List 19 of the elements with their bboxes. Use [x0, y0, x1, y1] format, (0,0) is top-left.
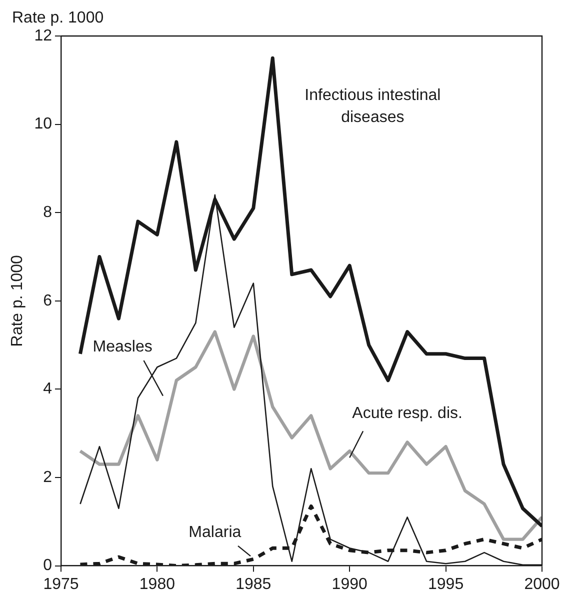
- series-label: Malaria: [188, 524, 242, 542]
- text: Rate p. 1000: [12, 9, 104, 26]
- x-tick-label: 1975: [43, 576, 79, 593]
- x-tick-label: 1990: [332, 576, 368, 593]
- y-axis-title: Rate p. 1000: [9, 254, 26, 347]
- y-tick-label: 0: [43, 557, 52, 574]
- y-tick-label: 6: [43, 292, 52, 310]
- x-tick-label: 1980: [139, 576, 176, 593]
- x-tick-label: 2000: [524, 576, 560, 593]
- y-tick-label: 2: [43, 468, 52, 486]
- x-tick-label: 1985: [236, 576, 272, 593]
- x-tick-label: 1995: [428, 576, 464, 593]
- y-tick-label: 4: [43, 380, 52, 398]
- series-label: Infectious intestinal diseases: [304, 87, 441, 126]
- y-tick-label: 10: [34, 116, 52, 133]
- y-tick-label: 12: [34, 27, 52, 44]
- series-label: Measles: [92, 338, 152, 356]
- series-label: Acute resp. dis.: [352, 404, 462, 422]
- y-tick-label: 8: [43, 204, 52, 222]
